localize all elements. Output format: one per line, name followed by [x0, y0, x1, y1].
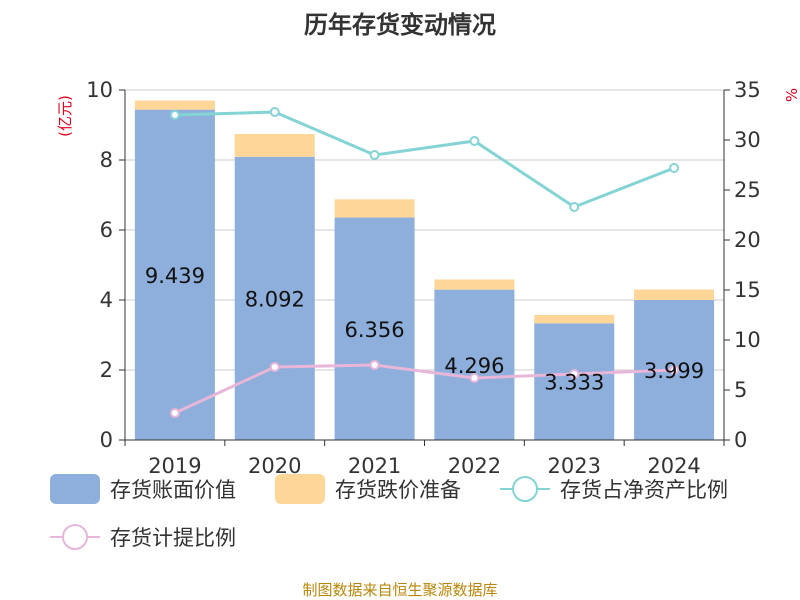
y-right-tick-label: 35 [734, 78, 761, 102]
y-left-axis-label: (亿元) [56, 95, 74, 137]
y-left-tick-label: 0 [100, 428, 113, 452]
y-left-tick-label: 8 [100, 148, 113, 172]
bar-inventory-book-value [434, 289, 515, 440]
line-point [669, 163, 680, 173]
line-point [269, 107, 280, 117]
x-tick-label: 2023 [548, 454, 601, 478]
line-point [169, 110, 180, 120]
legend-marker [512, 476, 538, 502]
bar-inventory-book-value [234, 156, 315, 440]
line-point [169, 408, 180, 418]
legend-label: 存货账面价值 [110, 478, 236, 502]
line-inventory-to-net-assets [174, 110, 675, 209]
legend-label: 存货占净资产比例 [560, 478, 728, 502]
bars-layer [134, 100, 715, 440]
y-right-tick-label: 10 [734, 328, 761, 352]
legend-label: 存货跌价准备 [335, 478, 461, 502]
line-point [369, 360, 380, 370]
grid-lines [125, 89, 724, 371]
x-tick-label: 2019 [148, 454, 201, 478]
line-point [669, 365, 680, 375]
line-point [469, 136, 480, 146]
chart-title: 历年存货变动情况 [304, 11, 496, 39]
legend-swatch [275, 474, 325, 504]
y-right-tick-label: 25 [734, 178, 761, 202]
y-left-tick-label: 2 [100, 358, 113, 382]
bar-inventory-impairment [634, 289, 715, 301]
x-tick-label: 2021 [348, 454, 401, 478]
y-left-tick-label: 10 [86, 78, 113, 102]
legend-marker [62, 524, 88, 550]
lines-layer [169, 107, 680, 418]
y-right-tick-label: 15 [734, 278, 761, 302]
y-right-tick-label: 30 [734, 128, 761, 152]
y-right-tick-label: 20 [734, 228, 761, 252]
y-right-tick-label: 5 [734, 378, 747, 402]
data-label: 6.356 [345, 318, 405, 342]
legend-swatch [50, 474, 100, 504]
line-point [269, 362, 280, 372]
y-right-axis-label: % [783, 88, 800, 102]
bar-inventory-impairment [434, 279, 515, 290]
data-label: 9.439 [145, 264, 205, 288]
bar-inventory-book-value [134, 109, 215, 440]
source-note: 制图数据来自恒生聚源数据库 [302, 581, 497, 599]
x-tick-label: 2022 [448, 454, 501, 478]
line-point [569, 202, 580, 212]
legend-label: 存货计提比例 [110, 526, 236, 550]
y-right-tick-label: 0 [734, 428, 747, 452]
data-label: 3.333 [544, 371, 604, 395]
x-tick-label: 2024 [647, 454, 700, 478]
data-label: 3.999 [644, 359, 704, 383]
line-provision-ratio [174, 363, 675, 415]
data-labels-layer: 9.439 8.092 6.356 4.296 3.333 3.999 [145, 264, 704, 395]
data-label: 4.296 [444, 354, 504, 378]
bar-inventory-book-value [534, 323, 615, 440]
y-left-tick-label: 6 [100, 218, 113, 242]
bar-inventory-book-value [334, 217, 415, 440]
bar-inventory-impairment [334, 199, 415, 218]
line-point [369, 150, 380, 160]
bar-inventory-impairment [534, 314, 615, 324]
line-point [469, 373, 480, 383]
line-point [569, 369, 580, 379]
bar-inventory-impairment [134, 100, 215, 110]
data-label: 8.092 [245, 287, 305, 311]
bar-inventory-impairment [234, 134, 315, 157]
y-left-tick-label: 4 [100, 288, 113, 312]
